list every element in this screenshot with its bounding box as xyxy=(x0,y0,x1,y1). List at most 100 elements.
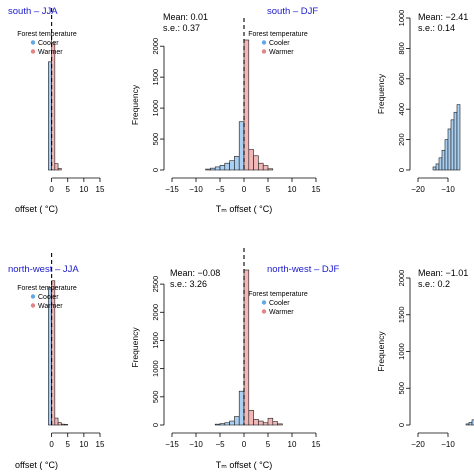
histogram-bar xyxy=(248,410,254,426)
histogram-bar xyxy=(54,163,59,171)
x-tick-label: −15 xyxy=(165,185,179,194)
histogram-bar xyxy=(238,121,245,171)
y-tick-label: 1000 xyxy=(397,10,406,27)
histogram-bar xyxy=(267,417,274,426)
legend: Forest temperature Cooler Warmer xyxy=(17,285,77,310)
region-title: south – DJF xyxy=(267,6,318,17)
histogram-bar xyxy=(262,422,269,426)
legend-item-label: Cooler xyxy=(38,40,59,47)
mean-label: Mean: 0.01 xyxy=(163,12,208,22)
x-axis-label: offset ( °C) xyxy=(15,460,58,470)
x-tick-label: 0 xyxy=(49,185,54,194)
legend-title: Forest temperature xyxy=(248,291,308,298)
mean-label: Mean: −2.41 xyxy=(418,12,468,22)
y-tick-label: 500 xyxy=(151,133,160,146)
legend-swatch xyxy=(261,40,267,45)
histogram-bar xyxy=(432,166,437,171)
histogram-bar xyxy=(234,416,240,426)
histogram-bar xyxy=(54,417,59,426)
histogram-bar xyxy=(262,165,269,171)
histogram-bar xyxy=(277,423,283,426)
region-title: north-west – DJF xyxy=(267,264,340,275)
y-tick-label: 2000 xyxy=(151,304,160,321)
x-axis-label: Tₘ offset ( °C) xyxy=(216,204,273,214)
x-tick-label: −20 xyxy=(411,440,425,449)
histogram-bar xyxy=(243,39,250,171)
x-tick-label: −15 xyxy=(165,440,179,449)
histogram-bar xyxy=(224,162,230,171)
legend-swatch xyxy=(30,294,36,299)
x-tick-label: 5 xyxy=(266,185,271,194)
histogram-bar xyxy=(219,423,226,426)
legend-swatch xyxy=(261,309,267,314)
x-tick-label: 10 xyxy=(288,440,297,449)
histogram-bar xyxy=(214,166,221,171)
x-tick-label: 5 xyxy=(266,440,271,449)
y-tick-label: 1000 xyxy=(397,343,406,360)
x-tick-label: −10 xyxy=(189,185,203,194)
legend-item-label: Warmer xyxy=(38,49,63,56)
legend-swatch xyxy=(261,300,267,305)
x-tick-label: 15 xyxy=(96,185,105,194)
mean-label: Mean: −1.01 xyxy=(418,268,468,278)
histogram-bar xyxy=(456,104,461,171)
mean-label: Mean: −0.08 xyxy=(170,268,220,278)
y-tick-label: 0 xyxy=(151,168,160,172)
legend-item-label: Cooler xyxy=(269,40,290,47)
se-label: s.e.: 3.26 xyxy=(170,279,207,289)
y-tick-label: 1500 xyxy=(397,306,406,323)
histogram-bar xyxy=(229,160,235,171)
legend-item-label: Warmer xyxy=(38,303,63,310)
histogram-panel-4: 0 5 10 15 offset ( °C) north-west – JJA Forest… xyxy=(8,253,105,470)
y-tick-label: 0 xyxy=(397,168,406,172)
legend: Forest temperature Cooler Warmer xyxy=(248,291,308,316)
x-tick-label: −10 xyxy=(441,440,455,449)
histogram-bar xyxy=(234,156,240,171)
histogram-panel-2: −15 −10 −5 0 5 10 15 0 500 1000 1500 2000 Frequency T… xyxy=(130,6,321,214)
histogram-bar xyxy=(253,155,259,171)
y-tick-label: 400 xyxy=(397,103,406,116)
histogram-bar xyxy=(468,422,473,426)
se-label: s.e.: 0.37 xyxy=(163,23,200,33)
histogram-bar xyxy=(447,128,452,171)
histogram-panel-6: −20 −10 0 500 1000 1500 2000 Frequency Mean: −1.… xyxy=(376,268,474,449)
region-title: south – JJA xyxy=(8,6,58,17)
legend-item-label: Cooler xyxy=(269,300,290,307)
x-tick-label: −5 xyxy=(215,440,225,449)
x-tick-label: 15 xyxy=(96,440,105,449)
x-tick-label: −5 xyxy=(215,185,225,194)
x-tick-label: 15 xyxy=(312,440,321,449)
histogram-panel-1: 0 5 10 15 offset ( °C) south – JJA Forest temp… xyxy=(8,6,105,214)
y-tick-label: 1500 xyxy=(151,332,160,349)
se-label: s.e.: 0.14 xyxy=(418,23,455,33)
x-tick-label: −10 xyxy=(441,185,455,194)
histogram-bar xyxy=(444,139,449,171)
histogram-bar xyxy=(453,111,458,171)
legend-swatch xyxy=(30,303,36,308)
legend-item-label: Warmer xyxy=(269,309,294,316)
x-tick-label: 5 xyxy=(66,185,71,194)
histogram-bar xyxy=(229,420,235,426)
histogram-bar xyxy=(238,390,245,426)
y-tick-label: 200 xyxy=(397,133,406,146)
legend: Forest temperature Cooler Warmer xyxy=(17,31,77,56)
x-tick-label: 10 xyxy=(79,185,88,194)
y-tick-label: 500 xyxy=(151,391,160,404)
legend-item-label: Warmer xyxy=(269,49,294,56)
legend-title: Forest temperature xyxy=(17,285,77,292)
y-tick-label: 1000 xyxy=(151,100,160,117)
x-tick-label: −10 xyxy=(189,440,203,449)
y-tick-label: 800 xyxy=(397,42,406,55)
histogram-bar xyxy=(64,424,69,426)
legend-swatch xyxy=(30,40,36,45)
y-tick-label: 500 xyxy=(397,382,406,395)
x-tick-label: 0 xyxy=(242,185,247,194)
x-tick-label: 15 xyxy=(312,185,321,194)
histogram-bar xyxy=(441,149,446,171)
histogram-bar xyxy=(214,423,221,426)
histogram-bar xyxy=(224,422,230,426)
x-tick-label: 5 xyxy=(66,440,71,449)
histogram-bar xyxy=(210,167,216,171)
histogram-bar xyxy=(272,421,278,426)
